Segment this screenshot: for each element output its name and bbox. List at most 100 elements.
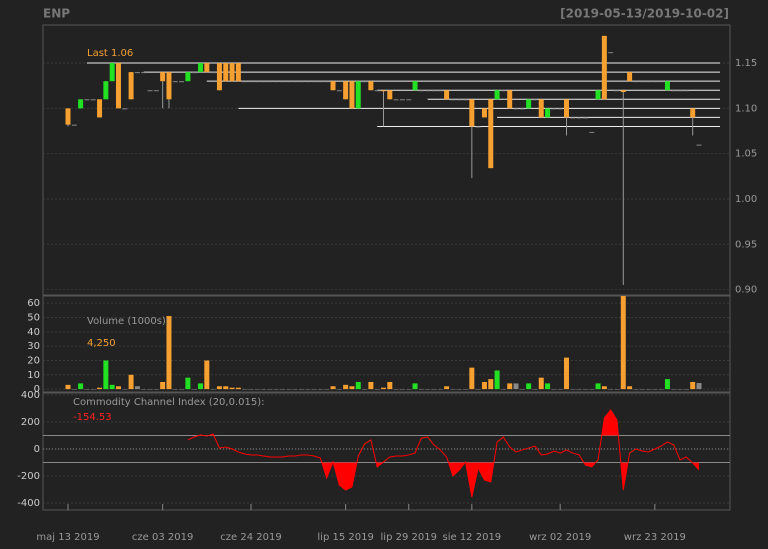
- candle-body: [387, 90, 393, 100]
- candle-body: [273, 81, 279, 83]
- candle-body: [557, 108, 563, 110]
- volume-bar: [664, 379, 670, 390]
- candle-body: [330, 81, 336, 91]
- candle-body: [627, 72, 633, 82]
- volume-bar: [191, 389, 197, 390]
- candle-body: [589, 131, 595, 133]
- volume-tick-label: 50: [27, 312, 40, 323]
- candle-body: [551, 108, 557, 110]
- candle-body: [216, 63, 222, 91]
- candle-body: [204, 63, 210, 73]
- candle-body: [683, 90, 689, 92]
- candle-body: [198, 63, 204, 73]
- volume-bar: [198, 383, 204, 390]
- candle-body: [78, 99, 84, 109]
- volume-bar: [254, 389, 260, 390]
- volume-tick-label: 10: [27, 370, 40, 381]
- volume-bar: [343, 384, 349, 390]
- candle-body: [65, 108, 71, 125]
- candle-body: [456, 99, 462, 101]
- candle-body: [570, 117, 576, 119]
- volume-bar: [608, 389, 614, 390]
- candle-body: [374, 90, 380, 92]
- candle-body: [494, 90, 500, 100]
- y-tick-label: 1.05: [735, 149, 757, 160]
- volume-bar: [513, 383, 519, 390]
- candle-body: [298, 81, 304, 83]
- volume-bar: [393, 389, 399, 390]
- candle-body: [128, 72, 134, 100]
- candle-body: [172, 81, 178, 83]
- candle-body: [399, 99, 405, 101]
- candle-body: [368, 81, 374, 91]
- volume-last: 4,250: [87, 338, 116, 349]
- candle-body: [507, 90, 513, 109]
- candle-body: [160, 72, 166, 82]
- volume-bar: [582, 389, 588, 390]
- volume-bar: [500, 389, 506, 390]
- candle-body: [601, 35, 607, 100]
- volume-bar: [311, 389, 317, 390]
- candle-body: [362, 81, 368, 83]
- volume-bar: [147, 389, 153, 390]
- cci-fill: [321, 462, 699, 498]
- volume-bar: [305, 389, 311, 390]
- candle-body: [646, 81, 652, 83]
- candle-body: [134, 72, 140, 74]
- candle-body: [513, 108, 519, 110]
- volume-bar: [614, 389, 620, 390]
- volume-bar: [450, 389, 456, 390]
- candle-body: [355, 81, 361, 109]
- candle-body: [381, 90, 386, 92]
- candle-body: [437, 90, 443, 92]
- volume-tick-label: 0: [34, 384, 40, 395]
- volume-bar: [696, 383, 702, 390]
- x-tick-label: lip 29 2019: [381, 532, 437, 543]
- volume-bar: [97, 387, 103, 390]
- candle-body: [179, 81, 185, 83]
- candle-body: [488, 99, 494, 169]
- panel-frame: [42, 24, 731, 296]
- volume-bar: [444, 386, 450, 390]
- volume-bar: [235, 387, 241, 390]
- volume-bar: [463, 389, 469, 390]
- volume-bar: [683, 389, 689, 390]
- volume-tick-label: 20: [27, 355, 40, 366]
- volume-bar: [122, 389, 128, 390]
- volume-bar: [456, 389, 462, 390]
- cci-tick-label: 0: [34, 444, 40, 455]
- candle-body: [532, 99, 538, 101]
- candle-body: [84, 99, 90, 101]
- volume-bar: [248, 389, 254, 390]
- volume-bar: [387, 381, 393, 390]
- volume-bar: [488, 379, 494, 390]
- volume-bar: [538, 377, 544, 390]
- candle-body: [677, 90, 683, 92]
- candle-body: [90, 99, 96, 101]
- candle-body: [620, 90, 626, 93]
- volume-bar: [349, 386, 355, 390]
- candle-body: [349, 81, 355, 109]
- candle-body: [153, 90, 159, 92]
- candle-body: [664, 81, 670, 91]
- candle-body: [595, 90, 601, 100]
- candle-body: [519, 108, 525, 110]
- candle-body: [431, 90, 437, 92]
- candle-body: [450, 99, 456, 101]
- volume-tick-label: 60: [27, 298, 40, 309]
- volume-bar: [141, 389, 147, 390]
- volume-bar: [261, 389, 267, 390]
- volume-bar: [418, 389, 424, 390]
- volume-bar: [330, 386, 336, 390]
- candle-body: [343, 81, 349, 100]
- volume-bar: [179, 389, 185, 390]
- volume-bar: [475, 389, 481, 390]
- chart-title: ENP: [43, 7, 70, 21]
- candle-body: [545, 108, 551, 118]
- candle-body: [658, 81, 664, 83]
- volume-bar: [507, 383, 513, 390]
- candle-body: [223, 63, 229, 82]
- volume-bar: [90, 389, 96, 390]
- y-tick-label: 1.15: [735, 58, 757, 69]
